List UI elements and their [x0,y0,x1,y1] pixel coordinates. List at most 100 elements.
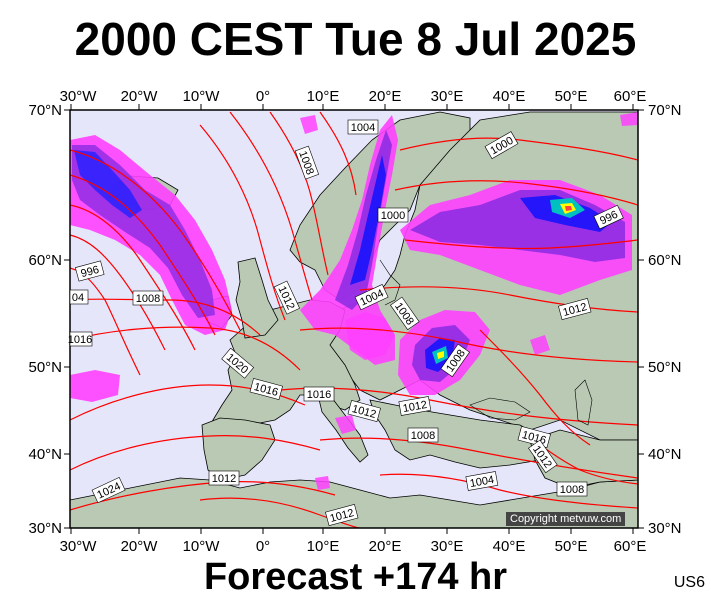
isobar-label: 1012 [325,504,359,527]
precip-west-patch [70,370,120,402]
tick-label-bottom: 30°E [431,538,464,555]
isobar-label: 04 [69,289,89,305]
isobar-label: 1012 [398,396,432,416]
isobar-line [199,124,286,321]
precip-iceland-heavy [74,150,142,218]
isobar-line [70,149,241,331]
top-axis-labels: 30°W 20°W 10°W 0° 10°E 20°E 30°E 40°E 50… [60,88,647,105]
isobar-line [269,111,329,276]
isobar-line [359,286,638,313]
svg-text:1004: 1004 [351,122,375,134]
svg-text:1012: 1012 [402,399,428,415]
map-frame [69,109,639,529]
isobar-label: 1016 [303,386,335,402]
land-balkans-turkey [369,399,546,469]
precip-russia-red [565,206,572,211]
coastline-black-sea [469,397,531,421]
coastline-baltic [379,259,401,306]
tick-label-left: 60°N [28,252,62,269]
isobar-label: 1008 [132,290,164,306]
precip-east-patch [530,335,550,355]
precip-france-patch [345,312,395,360]
tick-label-top: 50°E [555,88,588,105]
product-code: US6 [673,574,705,591]
isobar-line [399,137,638,161]
tick-label-right: 30°N [648,520,682,537]
isobar-label: 1008 [556,481,588,497]
isobar-line [70,174,216,336]
tick-label-top: 30°E [431,88,464,105]
tick-label-top: 40°E [493,88,526,105]
tick-label-top: 60°E [614,88,647,105]
map-title: 2000 CEST Tue 8 Jul 2025 [74,13,637,65]
bottom-axis-labels: 30°W 20°W 10°W 0° 10°E 20°E 30°E 40°E 50… [60,538,647,555]
coastline-detail [379,259,593,426]
tick-label-left: 50°N [28,359,62,376]
isobar-label: 996 [75,260,105,282]
land-north-africa [70,477,638,528]
isobar-line [229,111,313,301]
tick-label-top: 10°E [307,88,340,105]
isobar-line [70,326,301,371]
isobar-line [70,204,196,351]
svg-text:1008: 1008 [560,484,584,496]
isobar-label: 1008 [407,427,439,443]
tick-label-left: 70°N [28,102,62,119]
isobar-label: 1000 [377,207,409,223]
tick-label-bottom: 60°E [614,538,647,555]
svg-text:1012: 1012 [212,473,236,485]
tick-label-left: 40°N [28,446,62,463]
tick-label-bottom: 20°E [369,538,402,555]
isobar-line [394,180,638,206]
svg-text:1016: 1016 [307,389,331,401]
right-axis-labels: 70°N 60°N 50°N 40°N 30°N [648,102,682,537]
tick-label-bottom: 0° [256,538,270,555]
precip-north-patch [300,115,318,134]
tick-label-right: 70°N [648,102,682,119]
tick-label-top: 20°E [369,88,402,105]
svg-text:1008: 1008 [136,293,160,305]
isobar-line [70,234,166,351]
isobar-line [70,435,321,471]
tick-label-right: 50°N [648,359,682,376]
isobar-line [199,497,361,528]
tick-label-top: 0° [256,88,270,105]
isobar-label: 1016 [68,331,93,347]
isobar-line [479,329,591,446]
tick-label-top: 10°W [183,88,221,105]
isobar-line [319,437,638,479]
isobar-label: 1012 [347,400,381,423]
tick-label-right: 60°N [648,252,682,269]
tick-label-bottom: 30°W [60,538,98,555]
axis-ticks [64,104,644,534]
precip-africa-patch [315,476,330,490]
isobar-line [299,327,638,363]
svg-text:1000: 1000 [381,210,405,222]
isobar-label: 1016 [249,378,283,401]
svg-text:996: 996 [80,264,101,280]
svg-text:1004: 1004 [469,474,495,490]
isobar-line [404,239,638,250]
isobar-line [319,111,357,196]
svg-text:04: 04 [72,292,84,304]
precip-central-yellow [437,351,444,359]
precipitation-areas [70,112,638,490]
precip-ne-patch [620,112,638,126]
tick-label-bottom: 40°E [493,538,526,555]
svg-text:1008: 1008 [411,430,435,442]
left-axis-labels: 70°N 60°N 50°N 40°N 30°N [28,102,62,537]
tick-label-left: 30°N [28,520,62,537]
isobar-line [70,298,261,336]
precip-scandinavia-heavy [350,155,386,285]
copyright-badge: Copyright metvuw.com [506,512,626,526]
land-iberia [201,417,276,481]
forecast-label: Forecast +174 hr [203,556,508,598]
tick-label-bottom: 50°E [555,538,588,555]
isobar-label: 1012 [558,298,592,321]
tick-label-top: 30°W [60,88,98,105]
isobar-label: 1004 [465,471,499,491]
isobar-label: 1004 [347,119,379,135]
svg-text:1016: 1016 [68,334,92,346]
tick-label-bottom: 10°E [307,538,340,555]
tick-label-bottom: 10°W [183,538,221,555]
